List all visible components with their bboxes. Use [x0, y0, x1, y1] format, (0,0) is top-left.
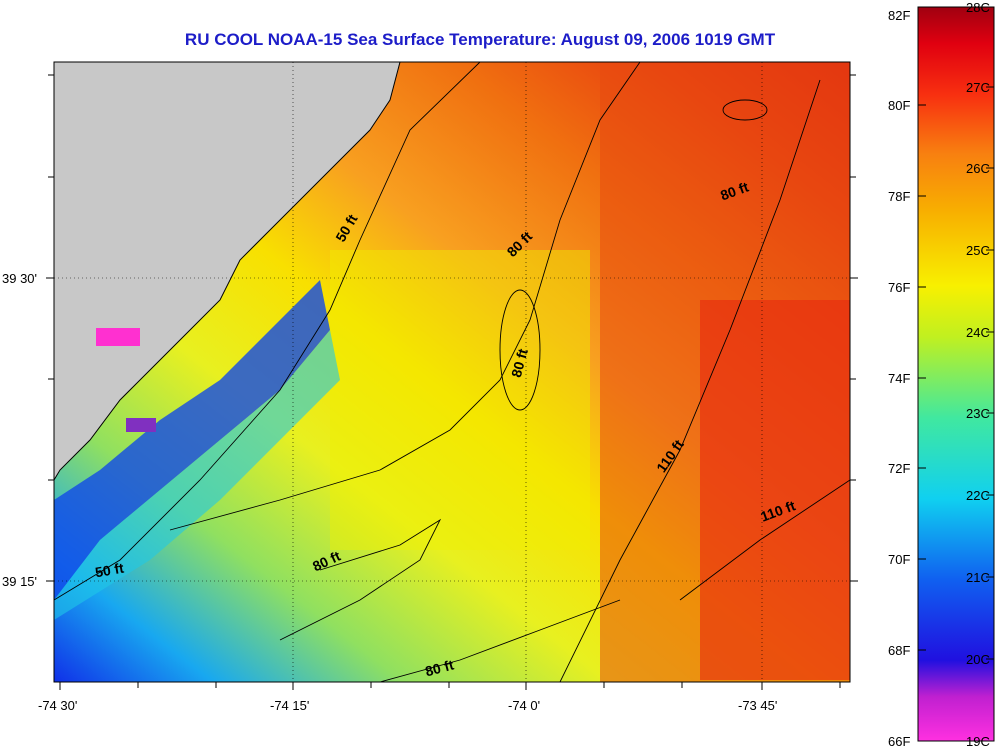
cold-pixels	[96, 328, 140, 346]
cold-strip	[54, 280, 330, 600]
contour-110ft-line	[559, 79, 821, 682]
colorbar-c-label: 25C	[966, 243, 990, 258]
yellow-band	[330, 250, 590, 550]
lat-label: 39 15'	[2, 574, 38, 589]
contour-80ft-line-3	[379, 599, 621, 682]
lat-label: 39 30'	[2, 271, 38, 286]
colorbar-c-label: 20C	[966, 652, 990, 667]
map-frame	[53, 61, 851, 683]
coastline	[54, 62, 401, 481]
contour-80ft-line-2	[279, 518, 442, 641]
colorbar-c-label: 23C	[966, 406, 990, 421]
colorbar-f-label: 74F	[888, 371, 911, 386]
cold-pixels-2	[126, 418, 156, 432]
colorbar-c-label: 26C	[966, 161, 990, 176]
lon-label: -74 0'	[508, 698, 541, 713]
contour-loop	[499, 289, 541, 411]
map-title: RU COOL NOAA-15 Sea Surface Temperature:…	[184, 30, 776, 49]
colorbar-f-label: 76F	[888, 280, 911, 295]
colorbar-c-label: 22C	[966, 488, 990, 503]
warm-core	[700, 300, 850, 680]
contour-80ft-line	[169, 62, 641, 531]
graticule	[54, 62, 850, 682]
colorbar-f-label: 82F	[888, 8, 911, 23]
lon-label: -74 15'	[270, 698, 310, 713]
contour-loop-2	[722, 99, 768, 121]
colorbar-f-label: 78F	[888, 189, 911, 204]
colorbar-ticks	[918, 86, 994, 660]
colorbar-f-label: 70F	[888, 552, 911, 567]
colorbar-c-label: 28C	[966, 0, 990, 15]
colorbar-c-label: 24C	[966, 325, 990, 340]
colorbar-f-label: 66F	[888, 734, 911, 749]
colorbar-c-label: 27C	[966, 80, 990, 95]
colorbar-c-label: 21C	[966, 570, 990, 585]
colorbar-f-label: 80F	[888, 98, 911, 113]
colorbar-f-label: 72F	[888, 461, 911, 476]
contour-50ft-line	[54, 62, 481, 601]
lon-label: -74 30'	[38, 698, 78, 713]
axis-ticks	[46, 74, 858, 690]
lon-label: -73 45'	[738, 698, 778, 713]
colorbar-f-label: 68F	[888, 643, 911, 658]
colorbar	[917, 6, 995, 742]
colorbar-c-label: 19C	[966, 734, 990, 749]
land-area	[54, 62, 400, 480]
contour-110ft-line-2	[679, 479, 850, 601]
